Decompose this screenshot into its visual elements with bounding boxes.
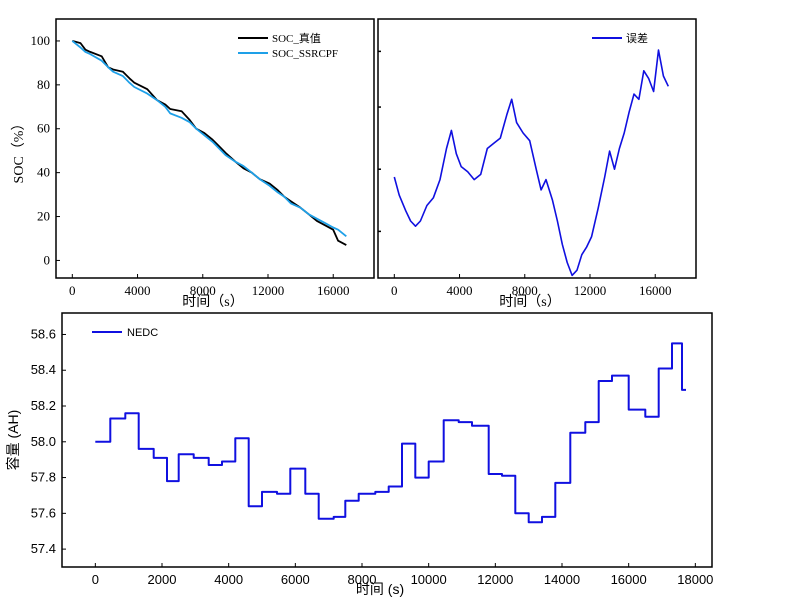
error-legend: 误差 bbox=[592, 31, 648, 45]
capacity-y-axis-title: 容量 (AH) bbox=[5, 410, 21, 471]
soc-x-axis-title: 时间（s） bbox=[182, 294, 243, 310]
x-tick-label: 18000 bbox=[677, 572, 713, 587]
error-y-ticks bbox=[378, 50, 381, 233]
error-x-ticks: 0 4000 8000 12000 16000 bbox=[391, 274, 671, 298]
x-tick-label: 2000 bbox=[148, 572, 177, 587]
capacity-x-axis-title: 时间 (s) bbox=[356, 581, 404, 597]
y-tick-label: 58.0 bbox=[31, 434, 56, 449]
y-tick-label: 57.4 bbox=[31, 541, 56, 556]
x-tick-label: 16000 bbox=[317, 283, 350, 298]
y-tick-label: 58.2 bbox=[31, 398, 56, 413]
y-tick-label: 57.8 bbox=[31, 470, 56, 485]
x-tick-label: 0 bbox=[391, 283, 398, 298]
soc-y-ticks: 0 20 40 60 80 100 bbox=[31, 33, 60, 267]
x-tick-label: 0 bbox=[69, 283, 76, 298]
x-tick-label: 10000 bbox=[411, 572, 447, 587]
x-tick-label: 4000 bbox=[214, 572, 243, 587]
capacity-panel: 57.4 57.6 57.8 58.0 58.2 58.4 58.6 0 2000 4000 60… bbox=[5, 312, 713, 597]
soc-y-axis-title: SOC（%） bbox=[11, 117, 27, 184]
soc-legend: SOC_真值 SOC_SSRCPF bbox=[238, 31, 338, 60]
x-tick-label: 16000 bbox=[639, 283, 672, 298]
y-tick-label: 20 bbox=[37, 209, 50, 224]
series-line-1 bbox=[95, 342, 686, 524]
x-tick-label: 4000 bbox=[125, 283, 151, 298]
capacity-legend: NEDC bbox=[92, 327, 158, 339]
series-line-2 bbox=[71, 40, 347, 238]
capacity-plot-frame bbox=[61, 312, 713, 568]
x-tick-label: 8000 bbox=[190, 283, 216, 298]
error-x-axis-title: 时间（s） bbox=[499, 294, 560, 310]
x-tick-label: 12000 bbox=[252, 283, 285, 298]
x-tick-label: 14000 bbox=[544, 572, 580, 587]
y-tick-label: 58.6 bbox=[31, 326, 56, 341]
x-tick-label: 4000 bbox=[447, 283, 473, 298]
x-tick-label: 12000 bbox=[574, 283, 607, 298]
soc-x-ticks: 0 4000 8000 12000 16000 bbox=[69, 274, 349, 298]
legend-ssrcpf-label: SOC_SSRCPF bbox=[272, 48, 338, 60]
error-series-group bbox=[393, 49, 670, 277]
series-line-1 bbox=[393, 49, 670, 277]
x-tick-label: 16000 bbox=[611, 572, 647, 587]
soc-series-group bbox=[71, 40, 347, 246]
x-tick-label: 8000 bbox=[512, 283, 538, 298]
x-tick-label: 8000 bbox=[348, 572, 377, 587]
capacity-series-group bbox=[95, 342, 686, 524]
x-tick-label: 6000 bbox=[281, 572, 310, 587]
error-plot-frame bbox=[377, 18, 697, 279]
error-panel: 0 4000 8000 12000 16000 时间（s） 误差 bbox=[377, 18, 697, 310]
y-tick-label: 60 bbox=[37, 121, 50, 136]
y-tick-label: 0 bbox=[44, 252, 51, 267]
legend-truth-label: SOC_真值 bbox=[272, 31, 321, 45]
soc-plot-frame bbox=[55, 18, 375, 279]
legend-error-label: 误差 bbox=[626, 31, 648, 45]
legend-nedc-label: NEDC bbox=[127, 327, 158, 339]
y-tick-label: 57.6 bbox=[31, 505, 56, 520]
capacity-x-ticks: 0 2000 4000 6000 8000 10000 12000 14000 16000 180… bbox=[92, 563, 713, 587]
y-tick-label: 100 bbox=[31, 33, 51, 48]
x-tick-label: 0 bbox=[92, 572, 99, 587]
capacity-y-ticks: 57.4 57.6 57.8 58.0 58.2 58.4 58.6 bbox=[31, 326, 66, 556]
y-tick-label: 58.4 bbox=[31, 362, 56, 377]
x-tick-label: 12000 bbox=[477, 572, 513, 587]
y-tick-label: 80 bbox=[37, 77, 50, 92]
y-tick-label: 40 bbox=[37, 165, 50, 180]
